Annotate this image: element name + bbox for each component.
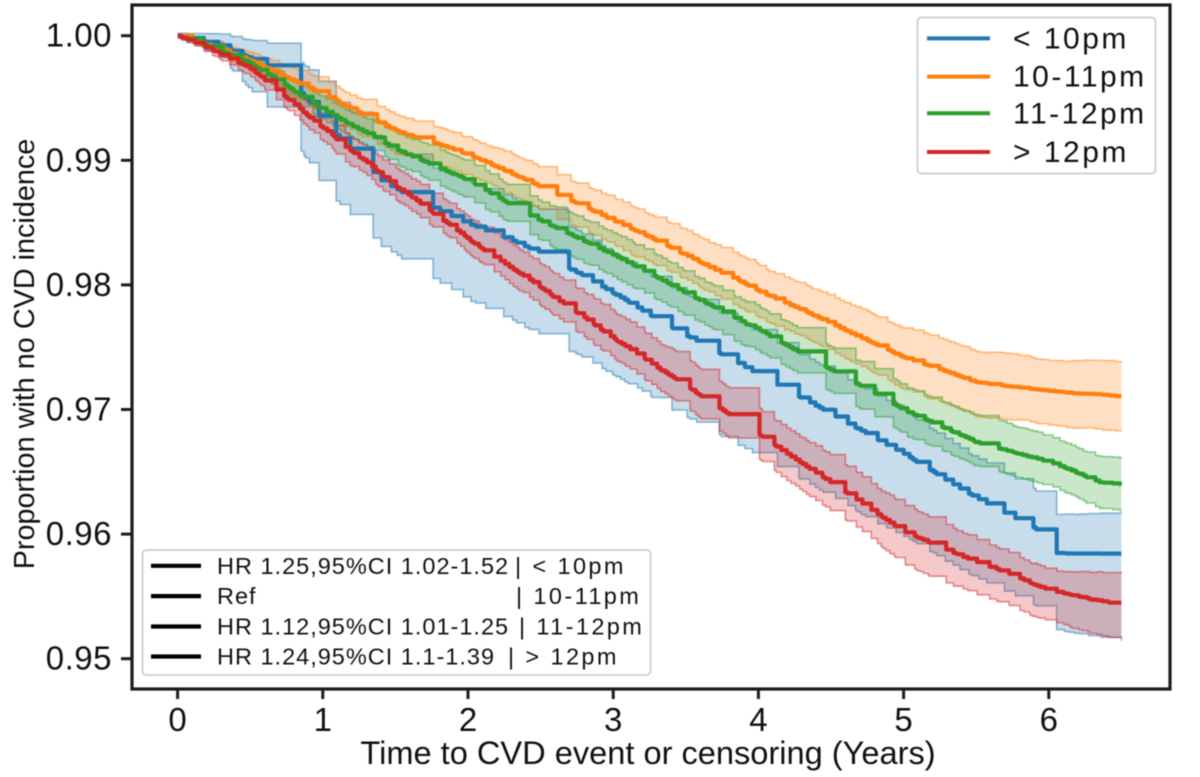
svg-text:3: 3 bbox=[604, 701, 622, 738]
svg-text:2: 2 bbox=[459, 701, 477, 738]
svg-text:11-12pm: 11-12pm bbox=[1013, 97, 1147, 130]
svg-text:10-11pm: 10-11pm bbox=[1013, 61, 1147, 94]
svg-text:5: 5 bbox=[894, 701, 912, 738]
svg-text:1: 1 bbox=[314, 701, 332, 738]
svg-text:| 11-12pm: | 11-12pm bbox=[519, 614, 644, 640]
svg-text:0.98: 0.98 bbox=[46, 266, 112, 303]
svg-text:| < 10pm: | < 10pm bbox=[515, 553, 626, 579]
svg-text:Proportion with no CVD inciden: Proportion with no CVD incidence bbox=[9, 139, 41, 570]
svg-text:0.99: 0.99 bbox=[46, 141, 112, 178]
svg-text:HR 1.24,95%CI 1.1-1.39: HR 1.24,95%CI 1.1-1.39 bbox=[217, 644, 495, 670]
svg-text:| > 12pm: | > 12pm bbox=[508, 644, 619, 670]
svg-text:0.96: 0.96 bbox=[46, 515, 112, 552]
svg-text:| 10-11pm: | 10-11pm bbox=[516, 583, 641, 609]
svg-text:< 10pm: < 10pm bbox=[1013, 22, 1129, 55]
svg-text:Time to CVD event or censoring: Time to CVD event or censoring (Years) bbox=[360, 734, 935, 771]
svg-text:4: 4 bbox=[749, 701, 767, 738]
svg-text:HR 1.12,95%CI 1.01-1.25: HR 1.12,95%CI 1.01-1.25 bbox=[217, 614, 509, 640]
svg-text:Ref: Ref bbox=[217, 583, 257, 609]
svg-text:HR 1.25,95%CI 1.02-1.52: HR 1.25,95%CI 1.02-1.52 bbox=[217, 553, 509, 579]
svg-text:1.00: 1.00 bbox=[46, 17, 112, 54]
svg-text:0: 0 bbox=[168, 701, 186, 738]
svg-text:0.97: 0.97 bbox=[46, 391, 112, 428]
svg-text:0.95: 0.95 bbox=[46, 640, 112, 677]
svg-text:> 12pm: > 12pm bbox=[1013, 136, 1129, 169]
svg-text:6: 6 bbox=[1040, 701, 1058, 738]
